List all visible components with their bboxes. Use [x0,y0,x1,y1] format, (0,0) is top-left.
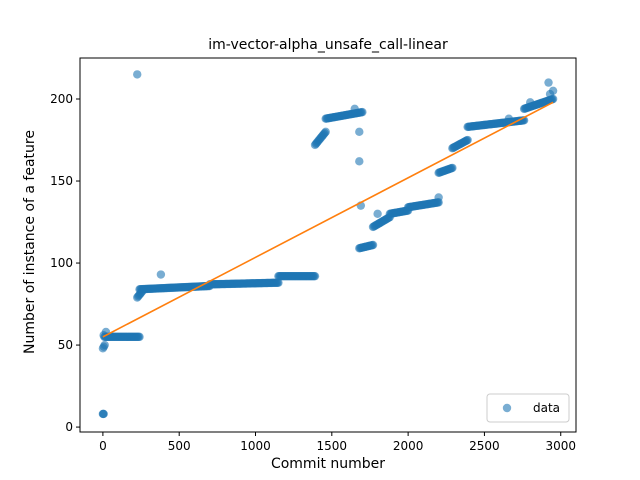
x-tick-label: 1500 [317,439,348,453]
data-point [434,193,443,202]
data-point [156,270,166,279]
x-tick-label: 3000 [545,439,576,453]
data-point [274,278,283,287]
fit-line [102,101,554,338]
x-tick-label: 2000 [393,439,424,453]
y-tick-label: 200 [50,92,73,106]
data-point [526,98,535,107]
y-tick-label: 150 [50,174,73,188]
y-tick-label: 50 [58,338,73,352]
legend-label: data [533,401,560,415]
data-point [545,89,555,99]
data-point [504,114,514,123]
legend-marker [502,403,512,413]
x-tick-label: 0 [99,439,107,453]
data-point [544,78,553,87]
data-point [368,240,378,250]
data-point [463,135,472,145]
data-point [99,409,108,419]
data-point [355,127,364,137]
legend-box [486,393,570,423]
data-point [448,163,457,173]
y-axis-label: Number of instance of a feature [22,130,38,354]
x-tick-label: 500 [168,439,191,453]
data-point [100,340,109,350]
data-points [98,70,558,419]
data-point [355,157,364,166]
x-tick-label: 1000 [240,439,271,453]
data-point [310,271,320,281]
legend: data [486,393,570,423]
y-tick-label: 100 [50,256,73,270]
fit-line-layer [102,101,554,338]
x-axis-ticks: 0 500 1000 1500 2000 2500 3000 [99,432,576,453]
x-axis-label: Commit number [271,456,385,472]
data-point [135,332,144,342]
data-point [321,127,330,137]
data-point [373,209,382,219]
data-point [99,331,108,340]
chart-title: im-vector-alpha_unsafe_call-linear [208,37,448,53]
data-point [350,104,359,114]
data-point [133,70,142,79]
x-tick-label: 2500 [469,439,500,453]
y-tick-label: 0 [65,420,73,434]
plot-frame [79,57,577,433]
data-point [358,107,367,117]
y-axis-ticks: 0 50 100 150 200 [50,92,80,434]
